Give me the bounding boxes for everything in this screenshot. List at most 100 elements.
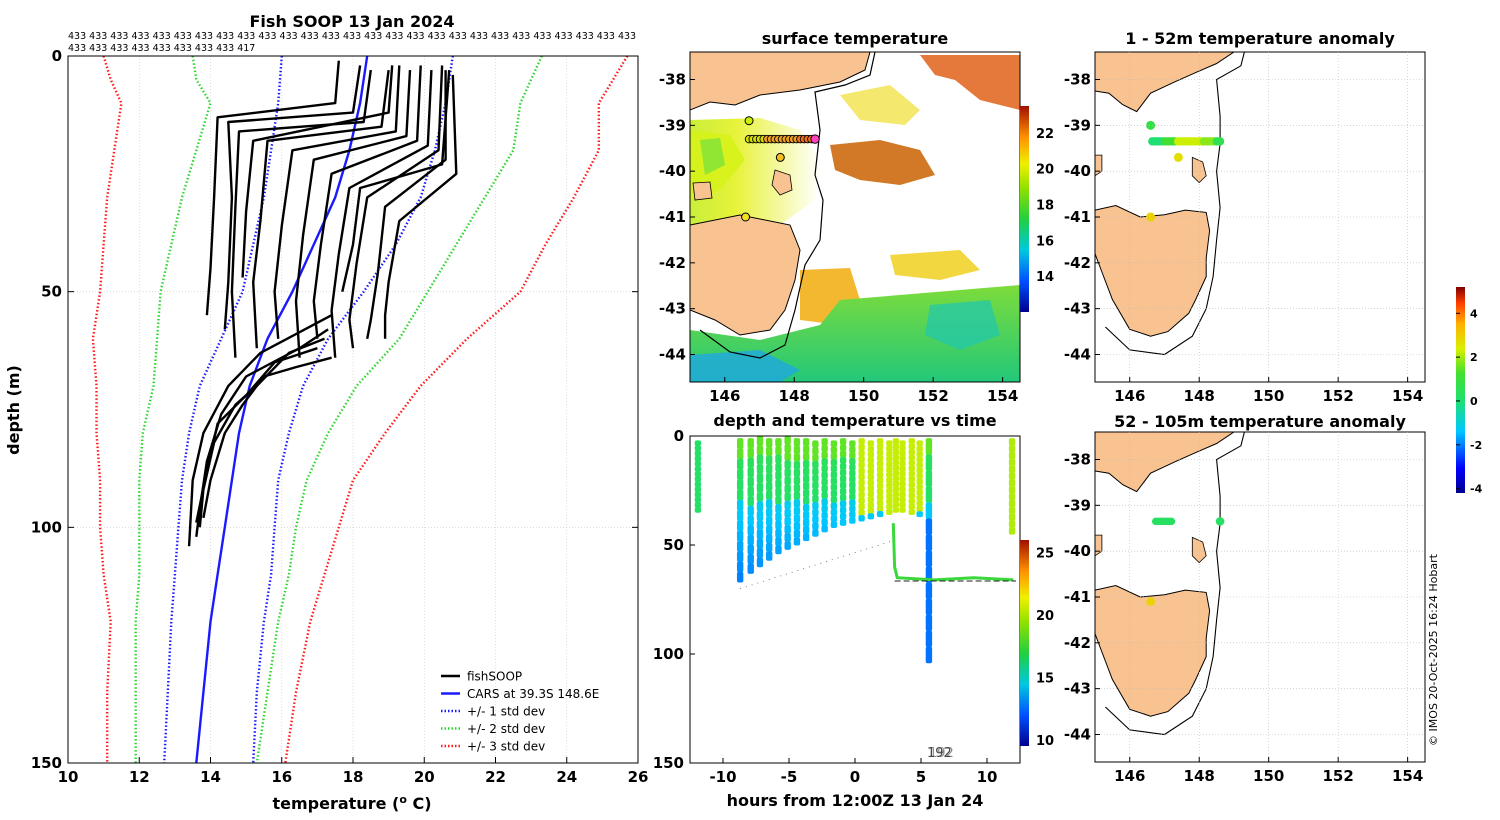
timeseries-cast-segment — [908, 459, 915, 466]
timeseries-cast-segment — [892, 469, 900, 476]
timeseries-cast-segment — [793, 537, 801, 546]
timeseries-cast-segment — [839, 475, 847, 483]
timeseries-cast-segment — [876, 483, 884, 490]
map-ytick-label: -43 — [1064, 300, 1091, 318]
anomaly2-title: 52 - 105m temperature anomaly — [1114, 412, 1406, 431]
timeseries-cast-segment — [899, 466, 906, 472]
timeseries-cast-segment — [812, 508, 819, 517]
timeseries-cast-segment — [876, 511, 884, 518]
timeseries-cast-segment — [694, 496, 702, 503]
timeseries-cast-segment — [821, 485, 828, 493]
profile-title: Fish SOOP 13 Jan 2024 — [250, 12, 455, 31]
timeseries-cast-segment — [858, 467, 865, 475]
timeseries-cast-segment — [916, 483, 923, 490]
anomaly-colorbar — [1456, 287, 1465, 493]
map-xtick-label: 150 — [1253, 767, 1284, 785]
timeseries-cast-segment — [802, 511, 810, 520]
timeseries-cast-segment — [747, 476, 754, 487]
sst-south-cyan — [925, 300, 1000, 350]
timeseries-cast-segment — [899, 502, 906, 508]
timeseries-cast-segment — [867, 440, 875, 447]
anomaly-colorbar-label: 2 — [1470, 351, 1478, 364]
timeseries-cast-segment — [775, 487, 782, 497]
timeseries-colorbar-label: 20 — [1036, 609, 1054, 624]
profile-xlabel-sup: o — [399, 793, 407, 806]
anomaly-land-tasmania — [1095, 584, 1211, 717]
map-ytick-label: -39 — [1064, 496, 1091, 514]
legend-label: fishSOOP — [467, 670, 522, 684]
timeseries-cast-segment — [793, 461, 801, 470]
timeseries-cast-segment — [736, 520, 744, 532]
profile-ticks: 10 12 14 16 18 20 22 24 26 0 50 100 150 — [31, 47, 649, 786]
timeseries-cast-segment — [802, 504, 810, 512]
timeseries-cast-segment — [812, 440, 819, 448]
timeseries-cast-segment — [925, 598, 933, 616]
timeseries-cast-segment — [793, 506, 801, 515]
profile-panel: Fish SOOP 13 Jan 2024 433 433 433 433 43… — [4, 12, 648, 813]
timeseries-cast-segment — [892, 438, 900, 444]
timeseries-xtick-label: -5 — [781, 768, 798, 786]
timeseries-cast-segment — [821, 471, 828, 479]
timeseries-cast-segment — [812, 502, 819, 510]
timeseries-cast-segment — [694, 460, 702, 467]
timeseries-cast-segment — [793, 438, 801, 447]
timeseries-cast-segment — [1008, 527, 1016, 535]
timeseries-cast-segment — [747, 525, 754, 536]
profile-count-line2: 433 433 433 433 433 433 433 433 417 — [68, 43, 255, 54]
timeseries-cast-segment — [736, 479, 744, 491]
timeseries-cast-segment — [830, 446, 838, 454]
fish-profile-line — [294, 70, 412, 358]
timeseries-cast-segment — [766, 516, 773, 526]
timeseries-cast-segment — [849, 487, 856, 495]
timeseries-cast-segment — [830, 483, 838, 491]
profile-ytick-label: 50 — [41, 283, 62, 301]
timeseries-cast-segment — [839, 438, 847, 445]
legend-label: +/- 2 std dev — [467, 722, 545, 736]
fish-profile-line — [241, 65, 394, 278]
timeseries-cast-segment — [886, 503, 893, 510]
map-ytick-label: -42 — [1064, 634, 1091, 652]
timeseries-cast-segment — [925, 486, 933, 503]
timeseries-cast-segment — [766, 438, 773, 448]
timeseries-cast-segment — [925, 518, 933, 535]
sst-southwest-blue — [690, 350, 800, 382]
map-ytick-label: -43 — [1064, 680, 1091, 698]
sst-land-king-island — [692, 181, 713, 201]
timeseries-cast-segment — [830, 496, 838, 504]
timeseries-cast-segment — [784, 525, 791, 534]
timeseries-cast-segment — [756, 529, 764, 540]
timeseries-data — [694, 436, 1017, 664]
timeseries-cast-segment — [839, 456, 847, 464]
timeseries-cast-segment — [756, 464, 764, 474]
timeseries-cast-segment — [925, 534, 933, 551]
timeseries-cast-segment — [839, 463, 847, 470]
timeseries-cast-segment — [784, 516, 791, 526]
timeseries-cast-segment — [916, 440, 923, 447]
timeseries-cast-segment — [892, 480, 900, 487]
anomaly-land-tasmania — [1095, 204, 1211, 337]
anomaly1-ticks: 146 148 150 152 154 -38 -39 -40 -41 -42 -43 -44 — [1064, 52, 1425, 405]
fish-profile-line — [341, 70, 451, 292]
timeseries-cast-segment — [775, 504, 782, 513]
map-ytick-label: -39 — [1064, 116, 1091, 134]
map-ytick-label: -39 — [659, 116, 686, 134]
anomaly-land-victoria — [1095, 432, 1235, 493]
timeseries-cast-segment — [793, 529, 801, 538]
timeseries-cast-segment — [736, 571, 744, 583]
timeseries-cast-segment — [858, 515, 865, 522]
map-ytick-label: -41 — [1064, 208, 1091, 226]
timeseries-cast-segment — [886, 445, 893, 452]
profile-xtick-label: 24 — [556, 768, 577, 786]
timeseries-cast-segment — [821, 458, 828, 466]
map-ytick-label: -38 — [1064, 451, 1091, 469]
anomaly-land-king-island — [1095, 154, 1103, 177]
timeseries-cast-segment — [830, 490, 838, 497]
timeseries-cast-segment — [916, 451, 923, 458]
timeseries-cast-segment — [812, 495, 819, 503]
timeseries-cast-segment — [694, 491, 702, 498]
timeseries-cast-segment — [899, 476, 906, 482]
timeseries-cast-segment — [766, 481, 773, 491]
timeseries-cast-segment — [784, 460, 791, 469]
timeseries-cast-segment — [892, 501, 900, 508]
timeseries-cast-segment — [736, 551, 744, 563]
